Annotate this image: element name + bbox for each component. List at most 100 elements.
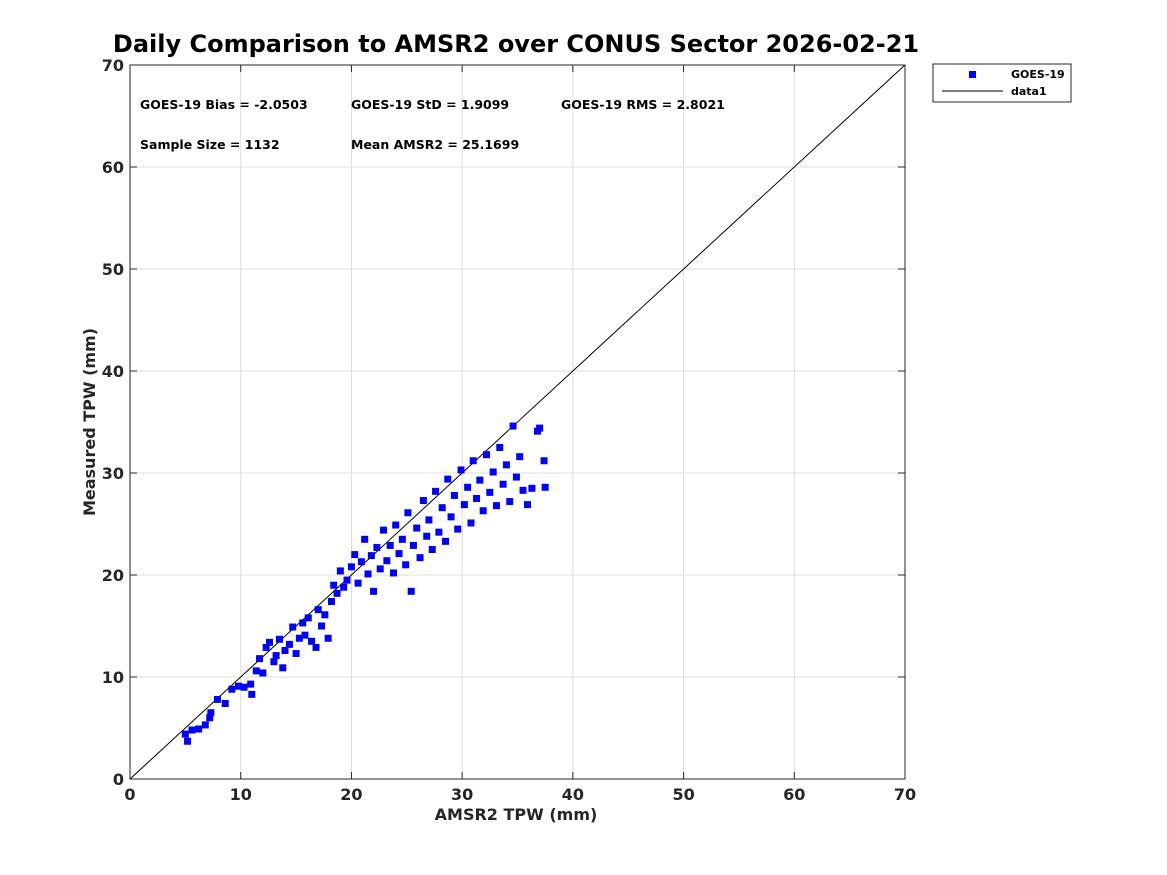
data-point bbox=[423, 532, 431, 540]
data-point bbox=[540, 457, 548, 465]
data-point bbox=[407, 587, 415, 595]
scatter-points bbox=[181, 422, 549, 745]
data-point bbox=[301, 631, 309, 639]
axis-ticks: 0 10 20 30 40 50 60 70 0 10 20 30 40 50 60 70 bbox=[102, 56, 916, 804]
data-point bbox=[367, 552, 375, 560]
x-tick-label: 40 bbox=[562, 785, 584, 804]
data-point bbox=[240, 683, 248, 691]
data-point bbox=[404, 509, 412, 517]
data-point bbox=[195, 725, 203, 733]
data-point bbox=[486, 488, 494, 496]
data-point bbox=[184, 737, 192, 745]
y-tick-label: 50 bbox=[102, 260, 124, 279]
data-point bbox=[181, 730, 189, 738]
data-point bbox=[336, 567, 344, 575]
data-point bbox=[351, 551, 359, 559]
legend-label-data1: data1 bbox=[1011, 85, 1047, 98]
y-tick-label: 0 bbox=[113, 770, 124, 789]
x-tick-label: 70 bbox=[894, 785, 916, 804]
data-point bbox=[213, 695, 221, 703]
data-point bbox=[509, 422, 517, 430]
data-point bbox=[347, 563, 355, 571]
data-point bbox=[386, 541, 394, 549]
data-point bbox=[304, 614, 312, 622]
data-point bbox=[373, 543, 381, 551]
data-point bbox=[259, 669, 267, 677]
data-point bbox=[235, 682, 242, 690]
data-point bbox=[312, 643, 320, 651]
data-point bbox=[201, 721, 209, 729]
data-point bbox=[523, 501, 531, 509]
data-point bbox=[536, 424, 544, 432]
data-point bbox=[460, 501, 468, 509]
stat-sample-size: Sample Size = 1132 bbox=[140, 137, 280, 152]
data-point bbox=[188, 726, 196, 734]
y-tick-label: 10 bbox=[102, 668, 124, 687]
data-point bbox=[428, 546, 436, 553]
data-point bbox=[343, 576, 351, 584]
data-point bbox=[324, 634, 332, 642]
data-point bbox=[464, 483, 472, 491]
data-point bbox=[357, 558, 365, 566]
data-point bbox=[321, 611, 329, 619]
data-point bbox=[419, 497, 427, 505]
data-point bbox=[206, 714, 214, 722]
data-point bbox=[416, 554, 424, 562]
data-point bbox=[519, 486, 527, 494]
y-tick-label: 20 bbox=[102, 566, 124, 585]
y-axis-label: Measured TPW (mm) bbox=[80, 328, 99, 516]
plot-frame bbox=[129, 64, 906, 780]
data-point bbox=[333, 589, 341, 597]
data-point bbox=[285, 640, 293, 648]
data-point bbox=[380, 526, 388, 534]
data-point bbox=[247, 680, 255, 688]
data-point bbox=[444, 475, 452, 483]
data-point bbox=[447, 513, 455, 521]
data-point bbox=[432, 487, 440, 495]
stat-bias: GOES-19 Bias = -2.0503 bbox=[140, 97, 308, 112]
x-tick-label: 0 bbox=[124, 785, 135, 804]
data-point bbox=[383, 557, 391, 565]
data-point bbox=[499, 480, 507, 488]
x-tick-label: 30 bbox=[451, 785, 473, 804]
legend-marker-square bbox=[969, 71, 976, 78]
data-point bbox=[207, 709, 215, 717]
data-point bbox=[516, 453, 524, 461]
data-point bbox=[454, 525, 462, 533]
legend: GOES-19 data1 bbox=[932, 63, 1072, 103]
data-point bbox=[295, 634, 303, 642]
data-point bbox=[308, 637, 316, 645]
data-point bbox=[275, 635, 283, 643]
data-point bbox=[528, 484, 536, 492]
data-point bbox=[442, 537, 450, 545]
data-point bbox=[476, 476, 484, 484]
data-point bbox=[496, 444, 504, 451]
data-point bbox=[392, 521, 400, 529]
data-point bbox=[489, 468, 497, 476]
data-point bbox=[512, 473, 520, 481]
data-point bbox=[492, 502, 500, 510]
y-tick-label: 40 bbox=[102, 362, 124, 381]
data-point bbox=[262, 643, 270, 651]
data-point bbox=[390, 569, 397, 577]
data-point bbox=[483, 451, 490, 459]
x-axis-label: AMSR2 TPW (mm) bbox=[435, 805, 598, 824]
data-point bbox=[502, 461, 510, 469]
data-point bbox=[457, 466, 465, 474]
data-point bbox=[402, 561, 410, 569]
data-point bbox=[354, 579, 362, 587]
data-point bbox=[425, 516, 433, 524]
data-point bbox=[364, 570, 372, 578]
data-point bbox=[376, 565, 384, 573]
data-point bbox=[435, 528, 443, 536]
data-point bbox=[438, 504, 446, 512]
data-point bbox=[473, 495, 481, 502]
data-point bbox=[272, 652, 280, 660]
stat-std: GOES-19 StD = 1.9099 bbox=[351, 97, 509, 112]
data-point bbox=[279, 664, 287, 672]
data-point bbox=[340, 583, 348, 591]
data-point bbox=[479, 507, 487, 515]
data-point bbox=[469, 457, 477, 465]
data-point bbox=[318, 622, 326, 630]
